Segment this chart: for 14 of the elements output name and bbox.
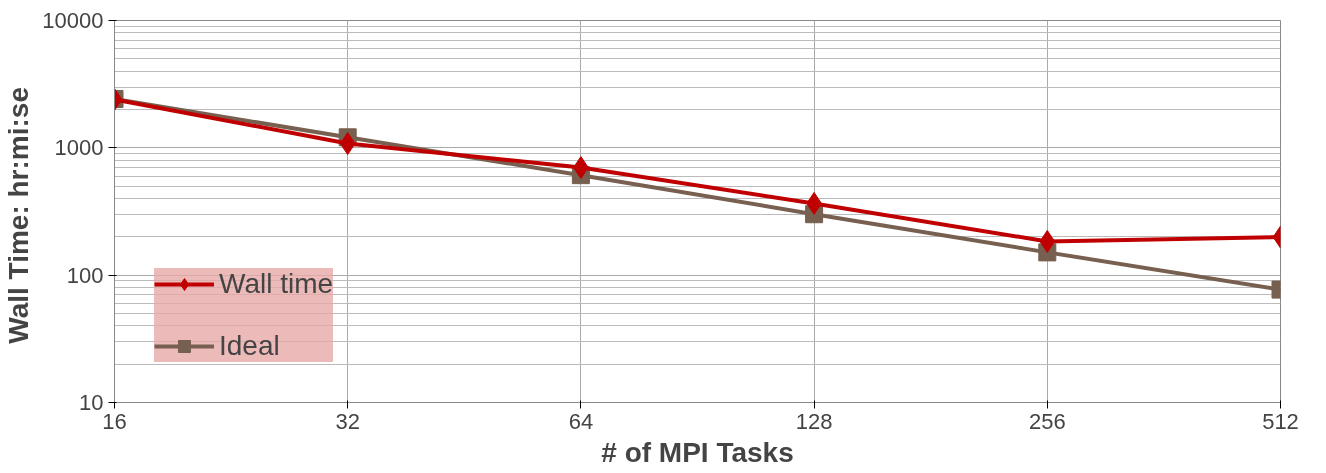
y-tick-label: 1000 <box>54 135 104 161</box>
x-tick-label: 256 <box>1028 408 1066 434</box>
x-tick-label: 64 <box>568 408 594 434</box>
y-tick-label: 100 <box>66 262 104 288</box>
x-tick-label: 16 <box>102 408 127 434</box>
legend-label: Wall time <box>219 268 334 300</box>
y-tick-label: 10000 <box>42 8 104 33</box>
y-tick-label: 10 <box>79 390 104 415</box>
y-axis-title: Wall Time: hr:mi:se <box>3 87 35 344</box>
x-axis-title: # of MPI Tasks <box>601 436 794 468</box>
legend-label: Ideal <box>219 330 280 362</box>
x-tick-label: 128 <box>795 408 833 434</box>
x-tick-label: 32 <box>335 408 360 434</box>
x-tick-label: 512 <box>1262 408 1299 434</box>
